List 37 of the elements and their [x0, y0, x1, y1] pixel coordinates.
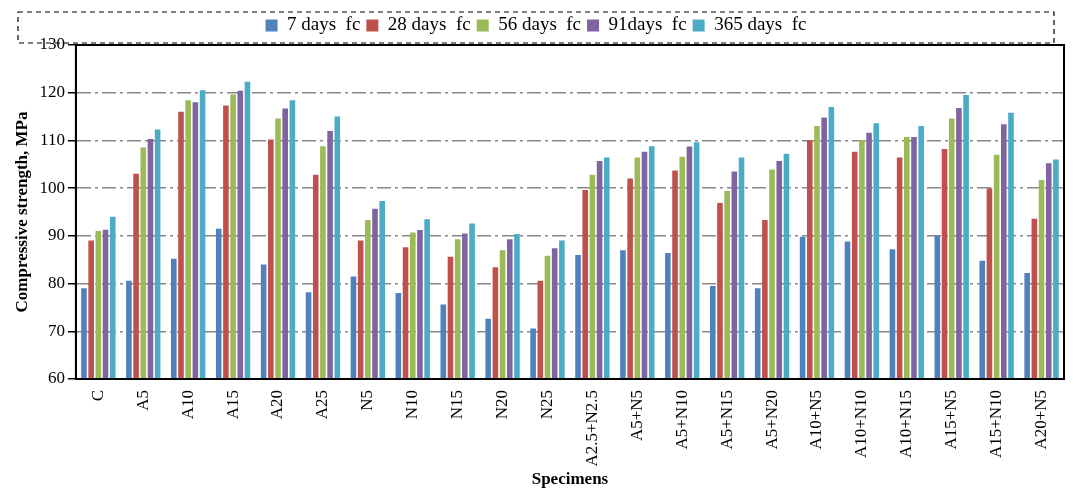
x-tick-label: A10+N15 [896, 389, 916, 459]
x-tick-label: A15+N5 [941, 389, 961, 450]
legend-label: 365 days fc [714, 13, 807, 35]
y-tick-label: 70 [47, 320, 65, 340]
legend-label: 7 days fc [287, 13, 361, 35]
x-tick-label: A5+N5 [626, 389, 646, 442]
y-axis-title: Compressive strength, MPa [11, 110, 31, 313]
y-tick-label: 120 [39, 82, 65, 102]
x-tick-label: A5+N20 [761, 389, 781, 450]
x-tick-label: N10 [402, 389, 422, 420]
legend-label: 28 days fc [387, 13, 471, 35]
x-tick-label: C [87, 389, 107, 402]
x-tick-label: A2.5+N2.5 [581, 389, 601, 467]
legend-label: 56 days fc [498, 13, 582, 35]
x-tick-label: N25 [536, 389, 556, 420]
y-tick-label: 110 [40, 129, 65, 149]
x-tick-label: A15 [222, 389, 242, 420]
x-tick-label: A10+N10 [851, 389, 871, 459]
x-axis-title: Specimens [531, 469, 609, 489]
x-tick-label: A20+N5 [1031, 389, 1051, 450]
y-tick-label: 90 [47, 225, 65, 245]
x-tick-label: A20 [267, 389, 287, 420]
x-tick-label: A5+N10 [671, 389, 691, 450]
legend-label: 91days fc [608, 13, 687, 35]
x-tick-label: A10 [177, 389, 197, 420]
x-tick-label: A15+N10 [986, 389, 1006, 459]
x-tick-label: A25 [312, 389, 332, 420]
x-tick-label: A5+N15 [716, 389, 736, 450]
x-tick-label: N20 [492, 389, 512, 420]
y-tick-label: 100 [39, 177, 65, 197]
y-tick-label: 130 [39, 34, 65, 54]
y-tick-label: 60 [47, 368, 65, 388]
x-tick-label: A5 [132, 389, 152, 411]
x-tick-label: N15 [447, 389, 467, 420]
y-tick-label: 80 [47, 273, 65, 293]
x-tick-label: A10+N5 [806, 389, 826, 450]
x-tick-label: N5 [357, 389, 377, 411]
